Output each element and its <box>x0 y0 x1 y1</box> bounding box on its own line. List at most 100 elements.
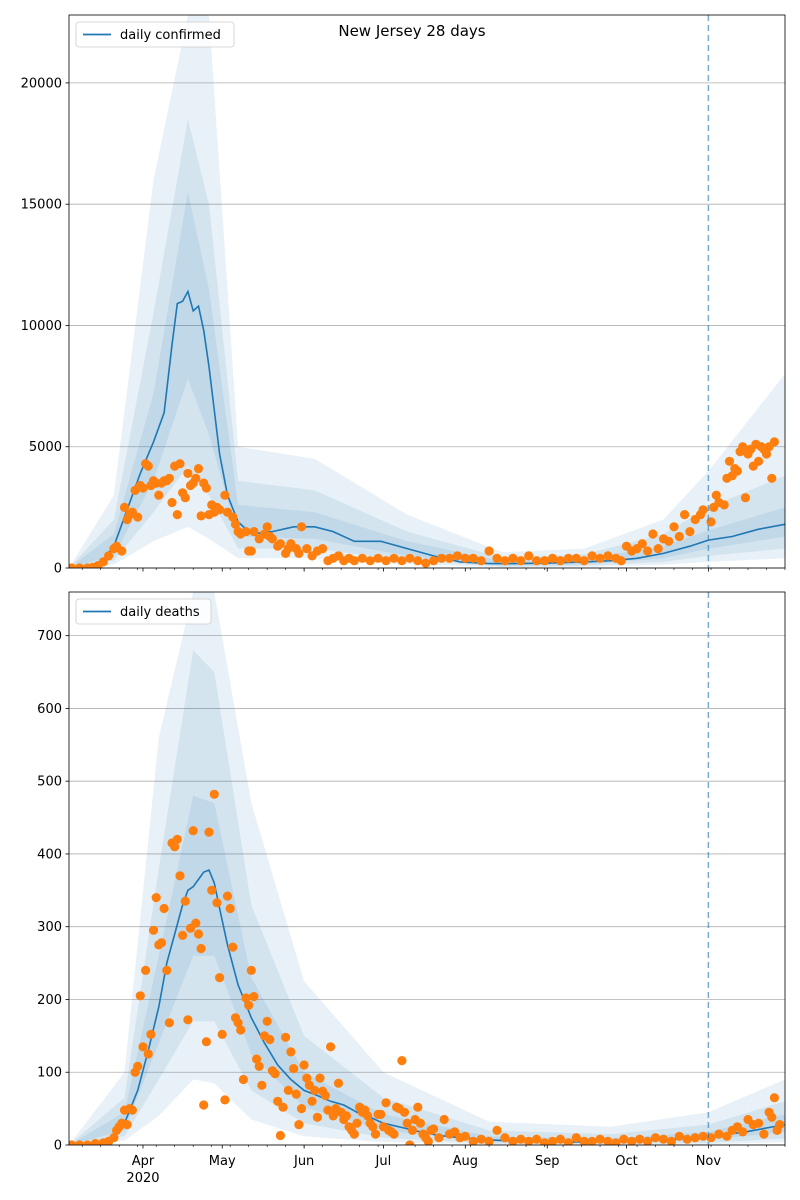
data-point <box>104 551 114 561</box>
data-point <box>439 1114 449 1125</box>
axes-frame <box>68 591 786 1146</box>
data-point <box>650 1133 661 1143</box>
data-point <box>368 1122 378 1132</box>
data-point <box>249 527 259 537</box>
data-point <box>296 522 307 532</box>
x-tick-sublabel: 2020 <box>126 1171 159 1186</box>
data-point <box>711 490 721 500</box>
data-point <box>175 871 185 881</box>
data-point <box>349 556 359 566</box>
data-point <box>775 1120 785 1130</box>
data-point <box>611 1138 621 1145</box>
data-point <box>207 885 217 895</box>
data-point <box>674 531 684 542</box>
data-point <box>423 1136 433 1145</box>
data-point <box>257 1080 267 1090</box>
data-point <box>170 842 180 852</box>
data-point <box>389 553 399 563</box>
data-point <box>468 553 478 563</box>
data-point <box>238 1074 248 1085</box>
data-point <box>508 1136 518 1145</box>
data-point <box>244 1000 254 1010</box>
y-tick-label: 500 <box>37 775 62 790</box>
data-point <box>236 1025 246 1035</box>
data-point <box>524 1136 534 1145</box>
confirmed-panel: 0 5000 10000 15000 20000 New Jersey 28 days da… <box>21 14 786 577</box>
data-point <box>183 468 193 478</box>
data-point <box>246 546 256 556</box>
data-point <box>421 558 431 568</box>
data-point <box>193 929 204 939</box>
data-point <box>595 553 605 563</box>
data-point <box>413 1102 423 1112</box>
data-point <box>318 544 328 554</box>
data-point <box>460 553 470 563</box>
data-point <box>619 1134 629 1144</box>
data-point <box>754 456 764 466</box>
data-point <box>267 534 277 544</box>
data-point <box>603 551 613 561</box>
data-point <box>175 459 185 469</box>
data-point <box>326 1042 336 1052</box>
data-point <box>151 893 161 903</box>
data-point <box>759 1129 769 1139</box>
deaths-panel: 0 100 200 300 400 500 600 700 Apr 2020 May Jun Jul Au… <box>37 591 786 1186</box>
data-point <box>349 1129 359 1139</box>
data-point <box>363 1111 373 1121</box>
data-point <box>283 1085 293 1095</box>
data-point <box>138 1042 148 1052</box>
data-point <box>122 1120 132 1130</box>
data-point <box>413 556 423 566</box>
data-point <box>476 556 486 566</box>
data-point <box>460 1131 470 1141</box>
data-point <box>516 556 526 566</box>
data-point <box>669 522 679 532</box>
data-point <box>119 502 130 512</box>
data-point <box>307 1096 317 1106</box>
data-point <box>769 437 780 447</box>
data-point <box>468 1136 478 1145</box>
legend-box <box>75 598 212 625</box>
data-point <box>643 1136 653 1145</box>
data-point <box>397 1056 407 1066</box>
data-point <box>246 965 256 976</box>
data-point <box>196 943 206 954</box>
data-point <box>643 546 653 556</box>
data-point <box>540 556 550 566</box>
data-point <box>397 556 407 566</box>
data-point <box>228 942 238 952</box>
axes-frame <box>68 14 786 569</box>
data-point <box>666 1136 676 1145</box>
data-point <box>563 1138 573 1145</box>
data-point <box>429 556 439 566</box>
data-point <box>156 938 167 948</box>
data-point <box>312 1112 322 1122</box>
data-point <box>682 1134 692 1144</box>
data-point <box>273 1096 283 1106</box>
data-point <box>75 563 85 568</box>
data-point <box>296 1104 307 1114</box>
data-point <box>315 1073 325 1083</box>
data-point <box>333 1078 344 1088</box>
data-point <box>310 1085 320 1095</box>
data-point <box>680 509 690 520</box>
confidence-band <box>69 15 785 568</box>
data-point <box>196 511 206 521</box>
data-point <box>225 903 235 914</box>
data-point <box>178 930 188 941</box>
data-point <box>508 553 518 563</box>
y-tick-label: 10000 <box>21 319 62 334</box>
data-point <box>658 1134 669 1144</box>
data-point <box>82 1140 93 1145</box>
data-point <box>278 1102 288 1112</box>
y-tick-label: 600 <box>37 702 62 717</box>
x-tick-label: Jul <box>375 1154 392 1169</box>
data-point <box>341 1111 351 1121</box>
y-tick-label: 700 <box>37 629 62 644</box>
y-tick-label: 15000 <box>21 198 62 213</box>
data-point <box>209 789 219 799</box>
data-point <box>532 1134 542 1144</box>
data-point <box>698 505 708 515</box>
data-point <box>365 556 375 566</box>
data-point <box>555 556 566 566</box>
